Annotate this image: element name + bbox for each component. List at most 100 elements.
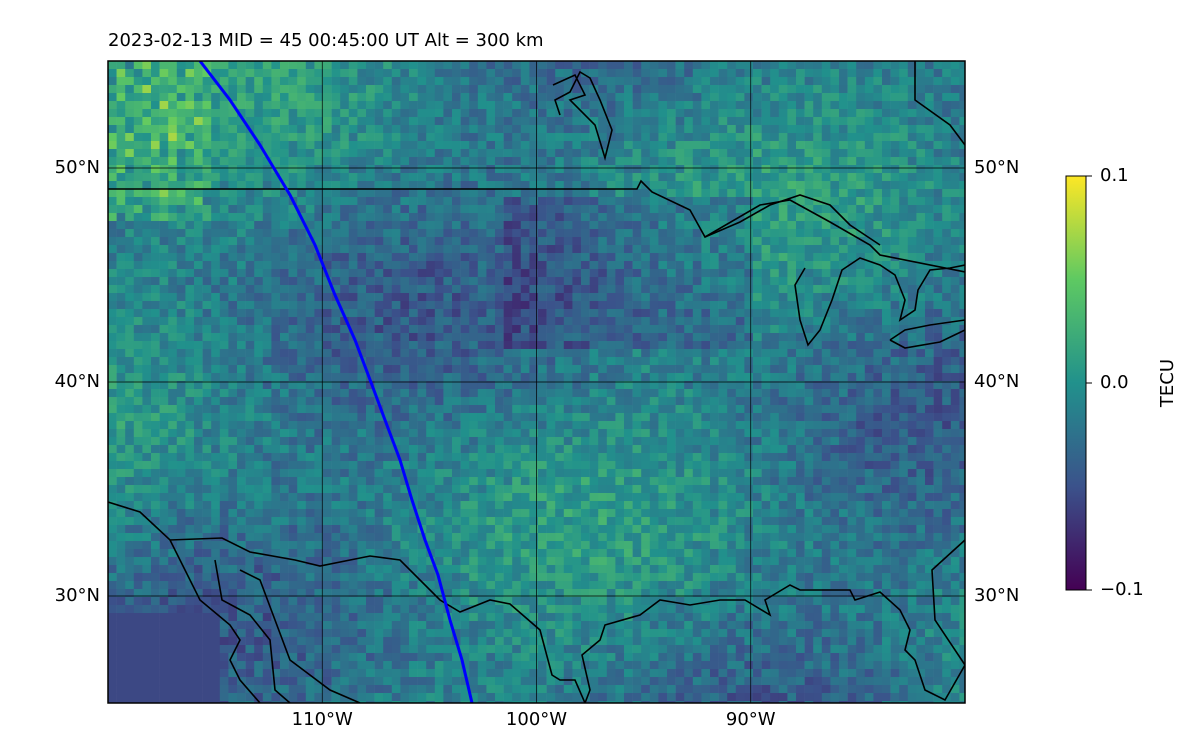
heatmap-cell	[727, 157, 737, 166]
heatmap-cell	[219, 109, 229, 118]
heatmap-cell	[520, 421, 530, 430]
heatmap-cell	[847, 237, 857, 246]
heatmap-cell	[615, 221, 625, 230]
heatmap-cell	[168, 429, 178, 438]
heatmap-cell	[116, 413, 126, 422]
heatmap-cell	[572, 229, 582, 238]
heatmap-cell	[684, 237, 694, 246]
heatmap-cell	[882, 101, 891, 110]
heatmap-cell	[245, 325, 255, 334]
heatmap-cell	[856, 293, 866, 302]
heatmap-cell	[942, 277, 952, 286]
heatmap-cell	[839, 261, 848, 270]
heatmap-cell	[486, 181, 496, 190]
heatmap-cell	[254, 213, 264, 222]
heatmap-cell	[830, 341, 840, 350]
heatmap-cell	[314, 373, 324, 382]
heatmap-cell	[323, 309, 332, 318]
heatmap-cell	[744, 181, 754, 190]
heatmap-cell	[305, 189, 315, 198]
heatmap-cell	[142, 61, 152, 70]
heatmap-cell	[228, 437, 238, 446]
heatmap-cell	[615, 309, 625, 318]
heatmap-cell	[168, 101, 178, 110]
heatmap-cell	[581, 421, 590, 430]
heatmap-cell	[417, 149, 427, 158]
heatmap-cell	[168, 141, 178, 150]
heatmap-cell	[710, 181, 719, 190]
heatmap-cell	[649, 285, 659, 294]
heatmap-cell	[520, 365, 530, 374]
heatmap-cell	[899, 269, 909, 278]
heatmap-cell	[916, 181, 926, 190]
heatmap-cell	[787, 437, 797, 446]
heatmap-cell	[606, 101, 616, 110]
heatmap-cell	[606, 149, 616, 158]
heatmap-cell	[434, 429, 444, 438]
heatmap-cell	[718, 85, 728, 94]
heatmap-cell	[374, 437, 384, 446]
heatmap-cell	[538, 149, 547, 158]
heatmap-cell	[460, 381, 470, 390]
heatmap-cell	[331, 301, 341, 310]
heatmap-cell	[202, 301, 212, 310]
heatmap-cell	[942, 421, 952, 430]
heatmap-cell	[417, 61, 427, 70]
heatmap-cell	[133, 317, 143, 326]
heatmap-cell	[684, 397, 694, 406]
heatmap-cell	[907, 213, 917, 222]
heatmap-cell	[727, 301, 737, 310]
heatmap-cell	[108, 101, 117, 110]
heatmap-cell	[538, 133, 547, 142]
heatmap-cell	[348, 77, 358, 86]
heatmap-cell	[796, 389, 805, 398]
heatmap-cell	[374, 333, 384, 342]
heatmap-cell	[520, 237, 530, 246]
heatmap-cell	[194, 165, 203, 174]
heatmap-cell	[778, 133, 788, 142]
heatmap-cell	[830, 453, 840, 462]
heatmap-cell	[538, 381, 547, 390]
heatmap-cell	[821, 389, 831, 398]
heatmap-cell	[383, 229, 393, 238]
heatmap-cell	[434, 269, 444, 278]
heatmap-cell	[761, 397, 771, 406]
heatmap-cell	[761, 117, 771, 126]
heatmap-cell	[864, 165, 874, 174]
heatmap-cell	[237, 261, 246, 270]
heatmap-cell	[641, 285, 651, 294]
heatmap-cell	[710, 85, 719, 94]
heatmap-cell	[735, 133, 745, 142]
heatmap-cell	[452, 349, 461, 358]
heatmap-cell	[133, 109, 143, 118]
heatmap-cell	[658, 357, 668, 366]
heatmap-cell	[692, 277, 702, 286]
heatmap-cell	[916, 205, 926, 214]
heatmap-cell	[787, 165, 797, 174]
heatmap-cell	[658, 125, 668, 134]
heatmap-cell	[572, 309, 582, 318]
heatmap-cell	[641, 357, 651, 366]
heatmap-cell	[460, 237, 470, 246]
heatmap-cell	[477, 309, 487, 318]
heatmap-cell	[925, 93, 934, 102]
heatmap-cell	[417, 109, 427, 118]
heatmap-cell	[821, 61, 831, 70]
heatmap-cell	[314, 85, 324, 94]
heatmap-cell	[916, 397, 926, 406]
heatmap-cell	[211, 117, 221, 126]
heatmap-cell	[357, 213, 367, 222]
heatmap-cell	[847, 413, 857, 422]
heatmap-cell	[452, 261, 461, 270]
heatmap-cell	[529, 373, 539, 382]
heatmap-cell	[176, 109, 186, 118]
heatmap-cell	[400, 301, 410, 310]
heatmap-cell	[194, 205, 203, 214]
heatmap-cell	[744, 117, 754, 126]
heatmap-cell	[899, 141, 909, 150]
heatmap-cell	[701, 157, 711, 166]
heatmap-cell	[512, 437, 522, 446]
heatmap-cell	[348, 277, 358, 286]
heatmap-cell	[469, 165, 479, 174]
heatmap-cell	[684, 325, 694, 334]
